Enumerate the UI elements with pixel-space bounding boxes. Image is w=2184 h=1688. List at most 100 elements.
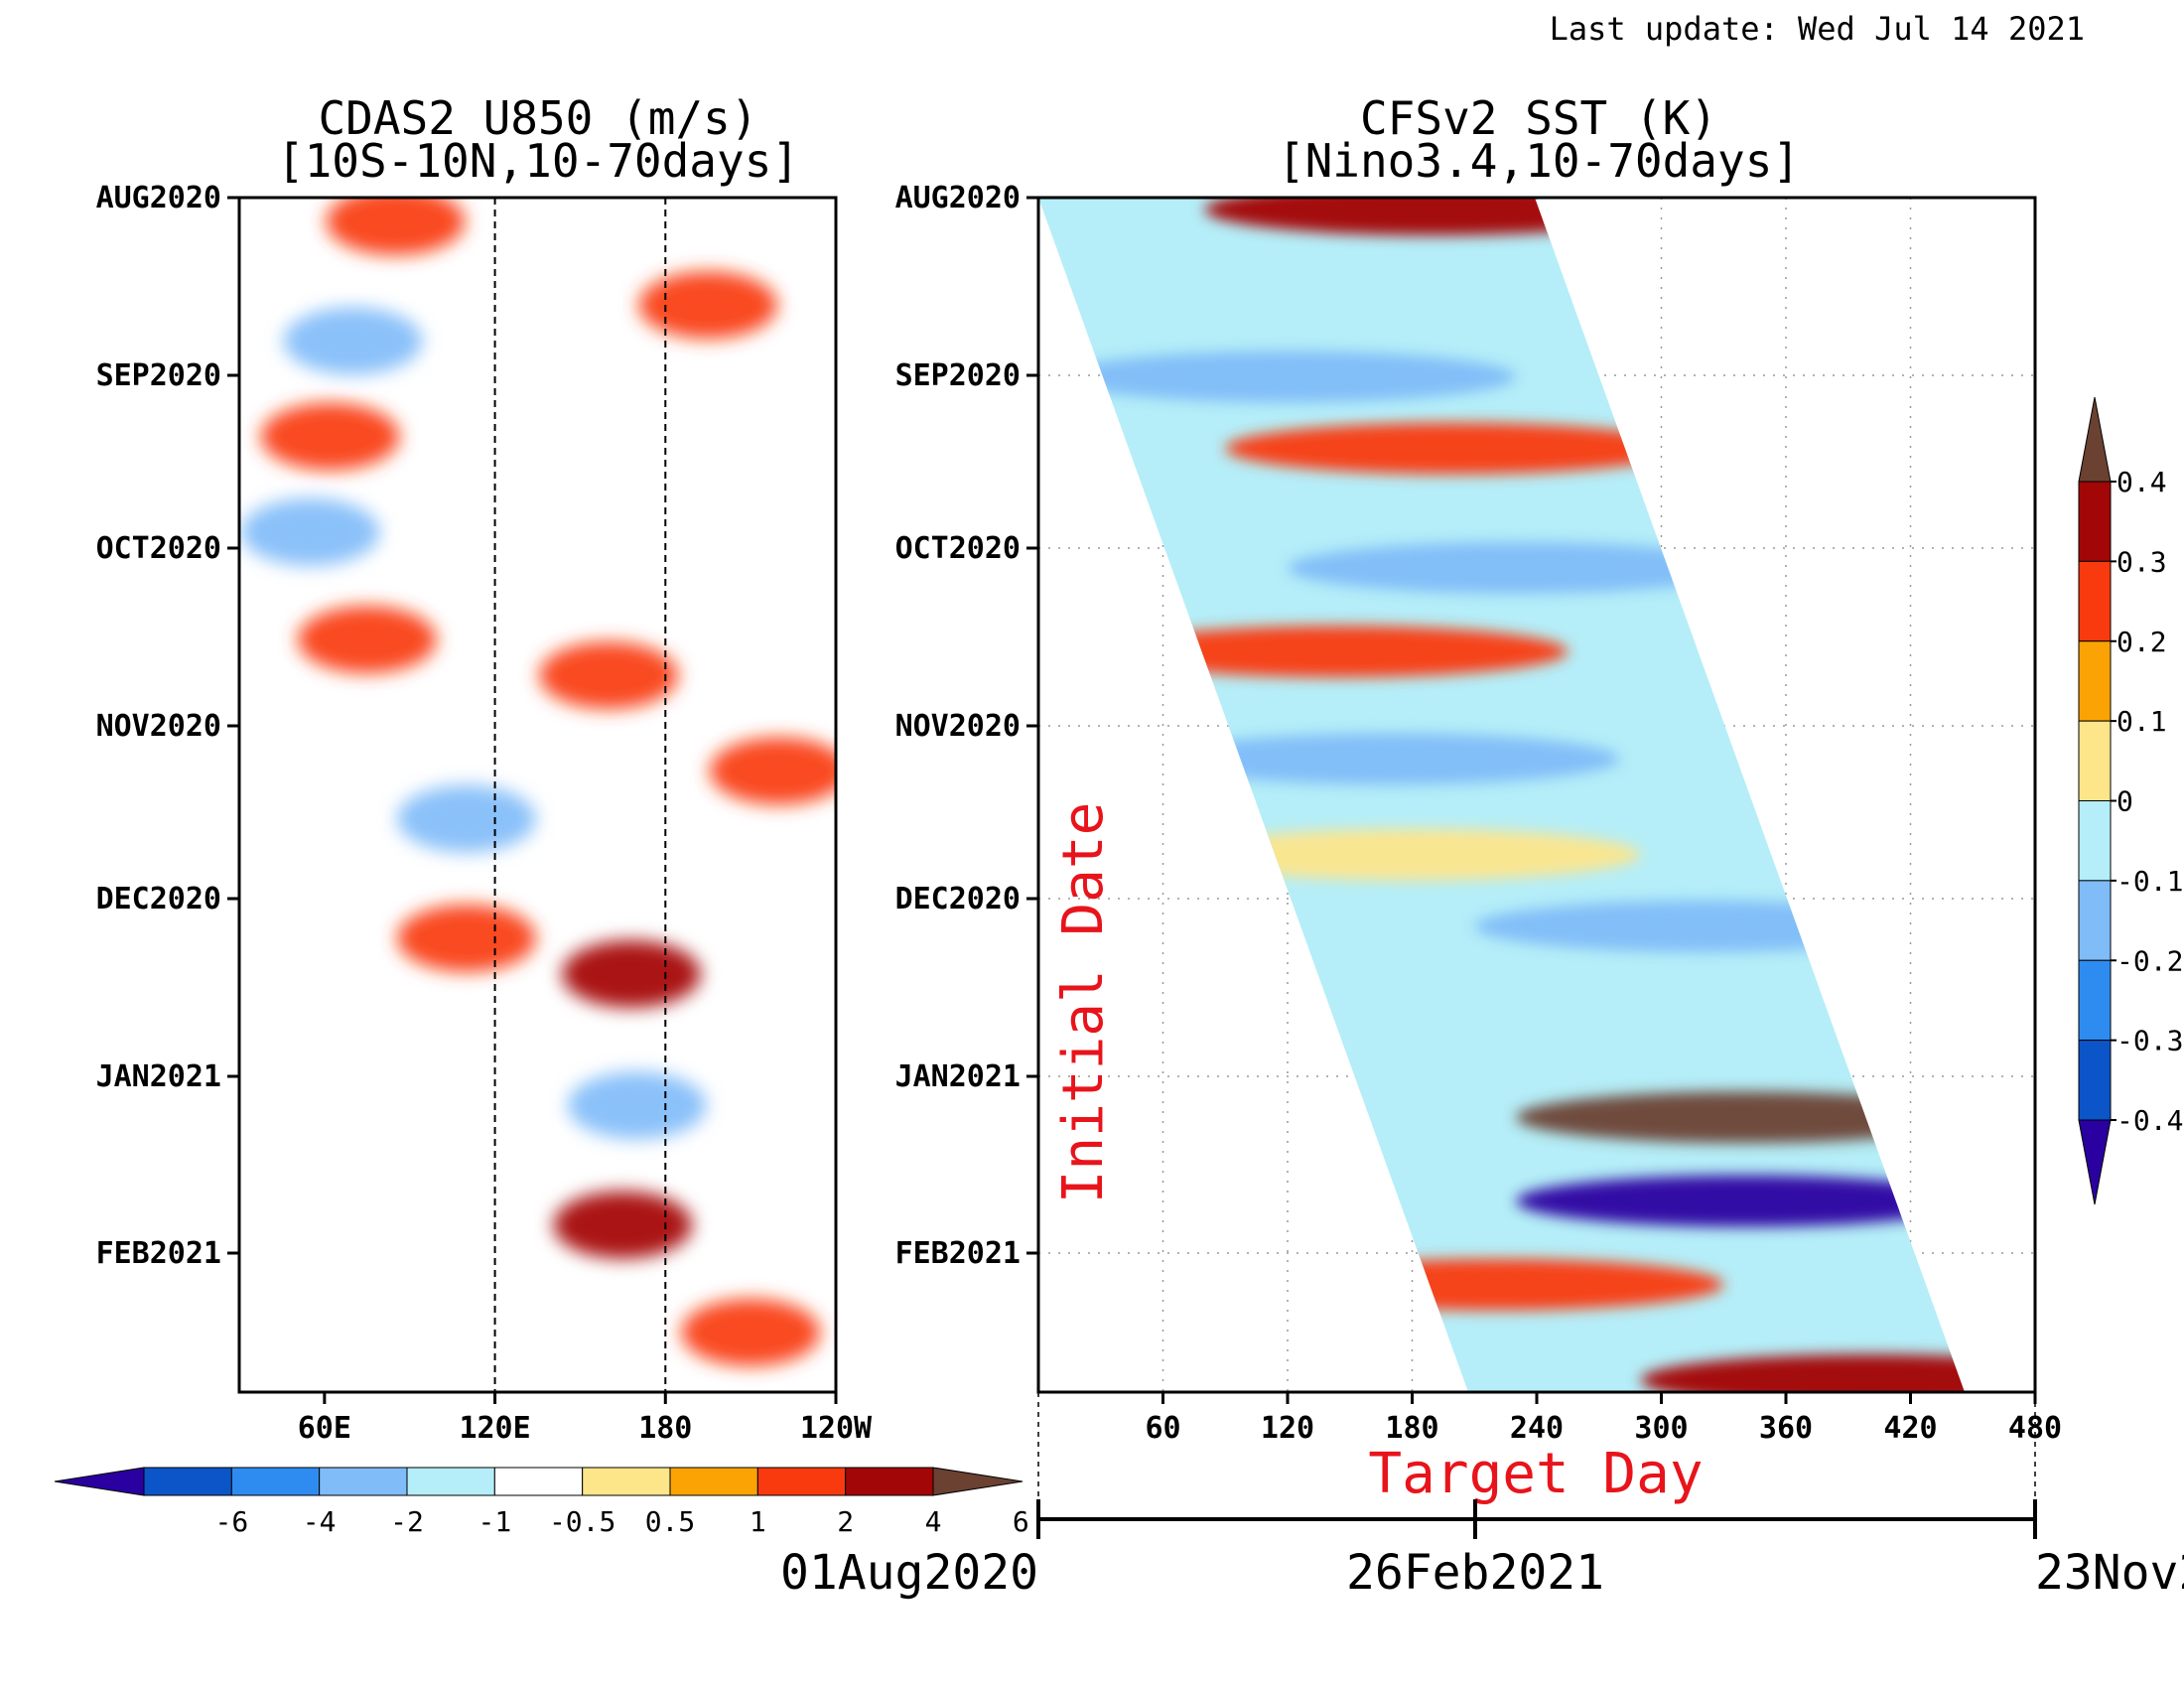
u850-y-tick-label: JAN2021 [96, 1059, 221, 1094]
sst-x-tick-label: 300 [1634, 1411, 1688, 1446]
sst-x-tick-label: 60 [1145, 1411, 1180, 1446]
sst-xlabel: Target Day [1368, 1442, 1703, 1506]
sst-anomaly-band [1516, 1091, 1965, 1144]
sst-x-tick-label: 420 [1883, 1411, 1937, 1446]
sst-colorbar-box [2078, 880, 2112, 961]
u850-y-tick-label: SEP2020 [96, 358, 221, 393]
sst-anomaly-band [1162, 733, 1620, 785]
sst-y-tick-label: FEB2021 [895, 1236, 1021, 1271]
u850-anomaly-blob [283, 307, 423, 375]
u850-colorbar-label: 6 [1013, 1505, 1029, 1538]
u850-colorbar-label: -0.5 [549, 1505, 615, 1538]
sst-colorbar-label: 0.2 [2116, 626, 2167, 658]
sst-y-tick-label: OCT2020 [895, 531, 1021, 566]
u850-colorbar-box [230, 1467, 321, 1496]
sst-date-label: 23Nov2021 [2035, 1545, 2184, 1601]
u850-colorbar-box [756, 1467, 847, 1496]
sst-anomaly-band [1516, 1175, 1965, 1227]
u850-colorbar-label: 0.5 [645, 1505, 696, 1538]
u850-anomaly-blob [539, 641, 679, 710]
u850-colorbar-high-triangle [932, 1467, 1024, 1496]
u850-colorbar-label: 1 [750, 1505, 766, 1538]
u850-x-tick-label: 120E [459, 1411, 530, 1446]
sst-colorbar-box [2078, 800, 2112, 882]
sst-date-label: 26Feb2021 [1346, 1545, 1604, 1601]
u850-heatmap [240, 198, 836, 1366]
u850-anomaly-blob [553, 1191, 693, 1259]
sst-subtitle: [Nino3.4,10-70days] [1278, 134, 1800, 188]
sst-colorbar-label: 0.1 [2116, 705, 2167, 738]
sst-anomaly-band [1288, 541, 1745, 594]
sst-colorbar-label: -0.1 [2116, 865, 2183, 898]
u850-y-tick-label: NOV2020 [96, 709, 221, 744]
sst-y-tick-label: SEP2020 [895, 358, 1021, 393]
sst-colorbar: 0.4 0.3 0.2 0.1 0 -0.1 -0.2 -0.3 -0.4 [2078, 396, 2183, 1205]
sst-colorbar-label: -0.2 [2116, 944, 2183, 977]
sst-colorbar-box [2078, 720, 2112, 801]
u850-colorbar-box [406, 1467, 495, 1496]
u850-x-tick-label: 180 [638, 1411, 692, 1446]
u850-field [240, 198, 836, 1366]
u850-anomaly-blob [260, 402, 400, 471]
sst-title: CFSv2 SST (K) [1360, 91, 1717, 145]
u850-anomaly-blob [638, 271, 778, 340]
sst-anomaly-band [1183, 828, 1641, 881]
u850-anomaly-blob [561, 939, 701, 1008]
sst-colorbar-box [2078, 560, 2112, 642]
u850-anomaly-blob [567, 1071, 707, 1140]
u850-colorbar-label: -4 [303, 1505, 337, 1538]
u850-colorbar-label: 2 [837, 1505, 854, 1538]
sst-anomaly-band [1111, 626, 1569, 678]
u850-colorbar-label: -6 [214, 1505, 248, 1538]
sst-colorbar-box [2078, 481, 2112, 562]
u850-y-axis: AUG2020 SEP2020 OCT2020 NOV2020 DEC2020 JAN20… [96, 181, 239, 1271]
u850-y-tick-label: OCT2020 [96, 531, 221, 566]
u850-colorbar-box [319, 1467, 408, 1496]
u850-y-tick-label: FEB2021 [96, 1236, 221, 1271]
u850-y-tick-label: AUG2020 [96, 181, 221, 215]
u850-plot-frame [237, 196, 838, 1394]
sst-date-axis: 01Aug2020 26Feb2021 23Nov2021 [780, 1392, 2184, 1601]
u850-anomaly-blob [681, 1298, 821, 1366]
sst-y-tick-label: AUG2020 [895, 181, 1021, 215]
sst-panel: CFSv2 SST (K) [Nino3.4,10-70days] AUG202… [780, 91, 2184, 1601]
sst-colorbar-label: 0 [2116, 785, 2133, 818]
u850-anomaly-blob [709, 737, 836, 805]
sst-colorbar-box [2078, 959, 2112, 1042]
u850-anomaly-blob [396, 904, 536, 972]
u850-colorbar-box [845, 1467, 934, 1496]
sst-colorbar-label: 0.4 [2116, 466, 2167, 498]
sst-colorbar-low-triangle [2078, 1119, 2112, 1205]
u850-subtitle: [10S-10N,10-70days] [277, 134, 799, 188]
sst-colorbar-label: -0.3 [2116, 1025, 2183, 1057]
u850-colorbar-label: -1 [478, 1505, 511, 1538]
u850-anomaly-blob [326, 198, 466, 256]
sst-x-tick-label: 180 [1385, 1411, 1438, 1446]
sst-y-tick-label: DEC2020 [895, 882, 1021, 916]
u850-x-tick-label: 60E [298, 1411, 351, 1446]
u850-title: CDAS2 U850 (m/s) [318, 91, 757, 145]
sst-ylabel: Initial Date [1051, 802, 1116, 1204]
sst-anomaly-band [1059, 351, 1516, 403]
last-update-label: Last update: Wed Jul 14 2021 [1550, 10, 2085, 48]
sst-colorbar-label: 0.3 [2116, 545, 2167, 578]
sst-x-axis: 60 120 180 240 300 360 420 480 [1145, 1392, 2062, 1446]
sst-colorbar-label: -0.4 [2116, 1104, 2183, 1137]
u850-reference-lines [493, 198, 667, 1392]
u850-colorbar-box [582, 1467, 671, 1496]
sst-x-tick-label: 120 [1261, 1411, 1314, 1446]
u850-colorbar-label: 4 [925, 1505, 942, 1538]
u850-y-tick-label: DEC2020 [96, 882, 221, 916]
sst-y-tick-label: NOV2020 [895, 709, 1021, 744]
u850-x-axis: 60E 120E 180 120W [298, 1392, 873, 1446]
u850-anomaly-blob [396, 784, 536, 853]
u850-x-tick-label: 120W [800, 1411, 873, 1446]
u850-colorbar: -6 -4 -2 -1 -0.5 0.5 1 2 4 6 [54, 1467, 1029, 1538]
u850-colorbar-box [143, 1467, 232, 1496]
sst-y-axis: AUG2020 SEP2020 OCT2020 NOV2020 DEC2020 JAN20… [895, 181, 1038, 1271]
sst-colorbar-box [2078, 1040, 2112, 1121]
sst-anomaly-band [1640, 1353, 1965, 1392]
sst-date-label: 01Aug2020 [780, 1545, 1038, 1601]
sst-colorbar-high-triangle [2078, 396, 2112, 483]
